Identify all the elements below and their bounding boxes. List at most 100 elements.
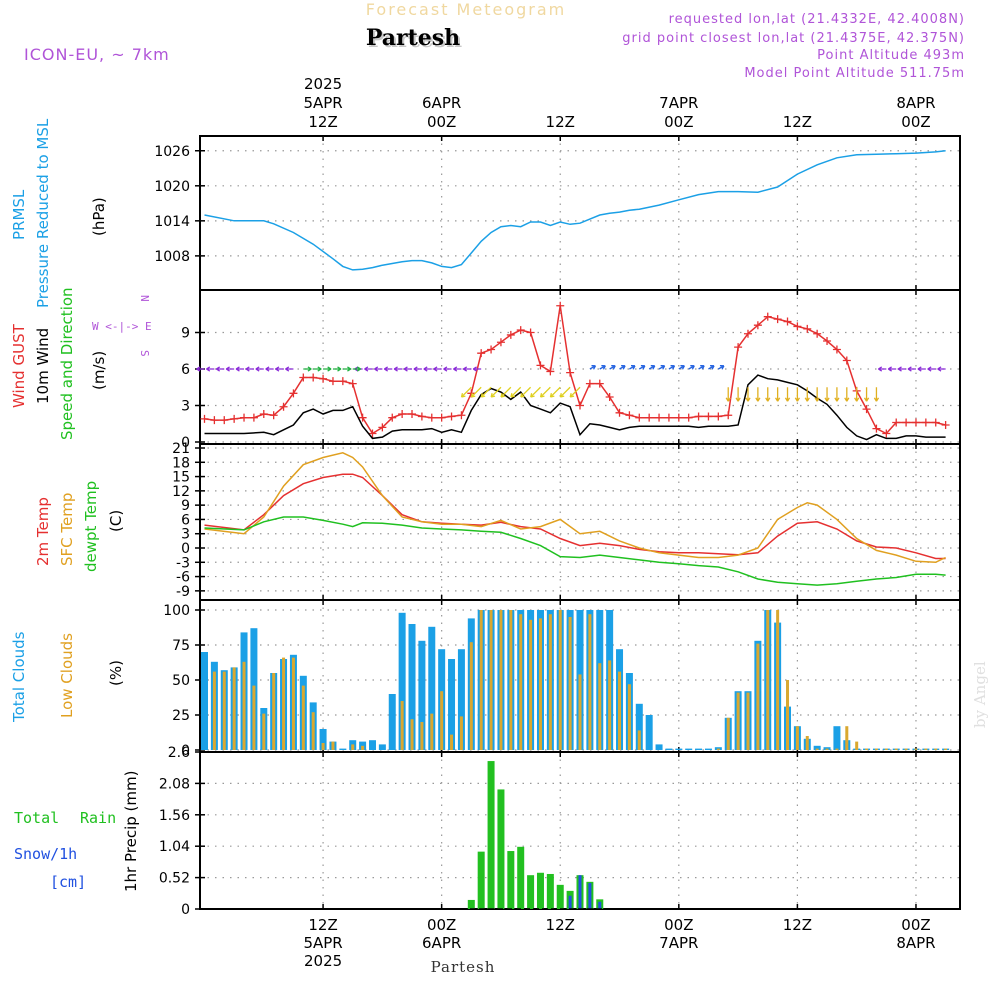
credit-watermark: by Angel: [971, 661, 989, 728]
gust-marker: [240, 413, 249, 422]
wind-direction-arrow: [196, 366, 205, 372]
low-cloud-bar: [578, 674, 582, 750]
y-tick-label: 1.56: [159, 808, 190, 824]
clouds-label-low: Low Clouds: [58, 633, 76, 718]
pressure-frame: [199, 135, 961, 291]
gust-marker: [408, 410, 417, 419]
point-altitude: Point Altitude 493m: [817, 48, 965, 63]
gust-marker: [832, 345, 841, 354]
y-tick-label: 12: [172, 484, 190, 500]
series-line-2m-temp: [204, 473, 946, 560]
wind-direction-arrow: [589, 365, 597, 370]
total-cloud-bar: [428, 626, 436, 750]
y-tick-label: 6: [181, 362, 190, 378]
gust-marker: [753, 321, 762, 330]
gust-marker: [645, 413, 654, 422]
low-cloud-bar: [558, 610, 562, 750]
snow-bar: [568, 895, 572, 909]
compass-icon: N W <-|-> E S: [92, 295, 152, 357]
gust-marker: [882, 429, 891, 438]
gust-marker: [447, 412, 456, 421]
low-cloud-bar: [232, 667, 236, 750]
low-cloud-bar: [726, 717, 730, 750]
wind-direction-arrow: [472, 366, 482, 372]
rain-bar: [517, 846, 525, 909]
time-label-top: 5APR: [303, 94, 342, 112]
total-cloud-bar: [645, 715, 653, 750]
wind-direction-arrow: [275, 366, 284, 372]
clouds-label-total: Total Clouds: [10, 631, 28, 723]
gust-marker: [694, 412, 703, 421]
wind-direction-arrow: [413, 366, 422, 372]
wind-direction-arrow: [718, 365, 725, 370]
wind-direction-arrow: [323, 366, 332, 372]
gust-marker: [823, 337, 832, 346]
low-cloud-bar: [776, 610, 780, 750]
wind-direction-arrow: [688, 365, 695, 370]
wind-direction-arrow: [460, 386, 472, 398]
gust-marker: [714, 412, 723, 421]
total-cloud-bar: [448, 659, 456, 750]
low-cloud-bar: [845, 726, 849, 750]
location-title-shadow: Partesh: [368, 27, 462, 53]
y-tick-label: 9: [181, 326, 190, 342]
rain-bar: [477, 851, 485, 909]
y-tick-label: 0: [181, 435, 190, 451]
low-cloud-bar: [410, 719, 414, 750]
total-cloud-bar: [635, 703, 643, 750]
low-cloud-bar: [934, 748, 938, 750]
wind-direction-arrow: [877, 366, 887, 372]
total-cloud-bar: [418, 640, 426, 750]
wind-direction-arrow: [470, 386, 482, 398]
total-cloud-bar: [201, 652, 208, 750]
time-label-top: 2025: [304, 75, 342, 93]
y-tick-label: 0.52: [159, 871, 190, 887]
low-cloud-bar: [519, 614, 523, 750]
wind-direction-arrow: [342, 366, 352, 372]
wind-direction-arrow: [303, 366, 312, 372]
low-cloud-bar: [291, 657, 295, 750]
total-cloud-bar: [665, 748, 673, 750]
gust-marker: [437, 413, 446, 422]
wind-label-10m: 10m Wind: [34, 328, 52, 404]
wind-direction-arrow: [462, 366, 472, 372]
gust-marker: [734, 343, 743, 352]
time-label-bottom: 2025: [304, 952, 342, 970]
series-line-dewpt-temp: [204, 516, 946, 586]
gust-marker: [605, 392, 614, 401]
y-tick-label: -9: [176, 584, 190, 600]
time-label-bottom: 12Z: [783, 916, 812, 934]
wind-direction-arrow: [863, 387, 870, 402]
gust-marker: [309, 373, 318, 382]
y-tick-label: 18: [172, 455, 190, 471]
total-cloud-bar: [695, 748, 703, 750]
gust-marker: [911, 418, 920, 427]
wind-direction-arrow: [619, 365, 626, 370]
low-cloud-bar: [855, 741, 859, 750]
time-label-bottom: 7APR: [659, 934, 698, 952]
wind-direction-arrow: [804, 387, 810, 402]
low-cloud-bar: [805, 736, 809, 750]
wind-label-direction: Speed and Direction: [58, 287, 76, 440]
wind-direction-arrow: [215, 366, 225, 372]
gust-marker: [763, 312, 772, 321]
wind-unit: (m/s): [90, 351, 108, 390]
gust-marker: [368, 429, 377, 438]
gust-marker: [506, 330, 515, 339]
low-cloud-bar: [815, 748, 819, 750]
snow-bar: [588, 883, 592, 909]
time-label-top: 6APR: [422, 94, 461, 112]
low-cloud-bar: [736, 692, 740, 750]
precip-unit: 1hr Precip (mm): [122, 771, 140, 892]
rain-bar: [507, 851, 515, 909]
wind-direction-arrow: [352, 366, 362, 372]
low-cloud-bar: [568, 617, 572, 750]
gust-marker: [576, 401, 584, 410]
wind-direction-arrow: [383, 366, 393, 372]
gust-marker: [655, 413, 664, 422]
low-cloud-bar: [627, 684, 631, 750]
gust-marker: [803, 324, 812, 333]
gust-marker: [269, 411, 278, 420]
y-tick-label: 6: [181, 512, 190, 528]
